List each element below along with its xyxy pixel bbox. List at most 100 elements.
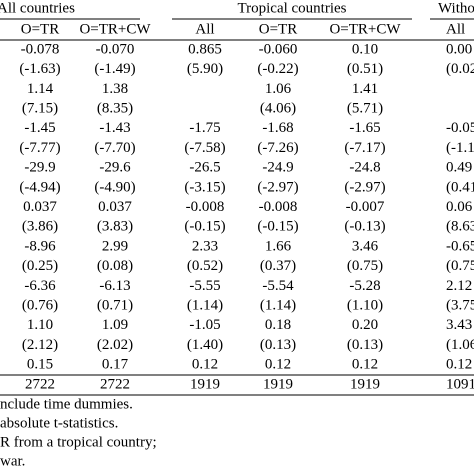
cell: 2722	[100, 376, 130, 392]
cell: 1.09	[102, 317, 128, 333]
cell: (0.75)	[347, 258, 383, 274]
cell: 1.66	[265, 238, 292, 254]
cell: (-7.17)	[344, 140, 385, 156]
footnote: absolute t-statistics.	[0, 415, 118, 431]
cell: 0.037	[23, 199, 57, 215]
cell: (-0.13)	[344, 219, 385, 235]
cell: (-0.22)	[257, 61, 298, 77]
cell: (3.86)	[22, 219, 58, 235]
cell: 0.10	[352, 41, 378, 57]
cell: 3.46	[352, 238, 379, 254]
cell: -0.008	[259, 199, 298, 215]
cell: (0.08)	[97, 258, 133, 274]
cell: (0.51)	[347, 61, 383, 77]
cell: 0.20	[352, 317, 378, 333]
cell: 1919	[263, 376, 293, 392]
cell: -0.070	[96, 41, 135, 57]
cell: (0.13)	[347, 337, 383, 353]
cell: (3.75	[446, 298, 474, 314]
cell: (8.63	[446, 219, 474, 235]
cell: -24.9	[262, 160, 293, 176]
cell: 0.00	[446, 41, 472, 57]
cell: 1.06	[265, 81, 292, 97]
cell: -1.05	[189, 317, 220, 333]
cell: (1.10)	[347, 298, 383, 314]
cell: (0.76)	[22, 298, 58, 314]
cell: (-1.63)	[19, 61, 60, 77]
cell: (2.02)	[97, 337, 133, 353]
cell: (4.06)	[260, 101, 296, 117]
cell: (0.13)	[260, 337, 296, 353]
footnote: war.	[0, 453, 25, 469]
cell: 2722	[25, 376, 55, 392]
cell: (-7.26)	[257, 140, 298, 156]
cell: -0.078	[21, 41, 60, 57]
cell: (0.25)	[22, 258, 58, 274]
cell: 1.38	[102, 81, 128, 97]
cell: (-2.97)	[257, 179, 298, 195]
cell: (0.41	[446, 179, 474, 195]
cell: -1.45	[24, 120, 55, 136]
cell: -5.54	[262, 278, 294, 294]
cell: (-4.90)	[94, 179, 135, 195]
cell: (1.40)	[187, 337, 223, 353]
column-header: O=TR	[259, 21, 297, 37]
cell: -0.65	[446, 238, 474, 254]
cell: (-7.58)	[184, 140, 225, 156]
cell: (-2.97)	[344, 179, 385, 195]
group-header: Tropical countries	[237, 0, 346, 16]
cell: -0.007	[346, 199, 385, 215]
cell: 2.99	[102, 238, 128, 254]
cell: 0.12	[265, 357, 291, 373]
cell: 1919	[190, 376, 220, 392]
cell: (-3.15)	[184, 179, 225, 195]
cell: (0.02	[446, 61, 474, 77]
cell: 2.12	[446, 278, 472, 294]
cell: 0.18	[265, 317, 291, 333]
cell: (-0.15)	[184, 219, 225, 235]
cell: -0.05	[446, 120, 474, 136]
cell: (5.71)	[347, 101, 383, 117]
cell: -6.36	[24, 278, 56, 294]
cell: (-1.19	[446, 140, 474, 156]
cell: (0.52)	[187, 258, 223, 274]
cell: (-7.77)	[19, 140, 60, 156]
cell: 0.12	[192, 357, 218, 373]
cell: 1.10	[27, 317, 53, 333]
cell: (0.37)	[260, 258, 296, 274]
cell: (1.06	[446, 337, 474, 353]
cell: -0.060	[259, 41, 298, 57]
cell: (-7.70)	[94, 140, 135, 156]
cell: -1.68	[262, 120, 293, 136]
cell: -1.43	[99, 120, 130, 136]
cell: -5.55	[189, 278, 220, 294]
cell: (0.75	[446, 258, 474, 274]
cell: -24.8	[349, 160, 380, 176]
cell: -6.13	[99, 278, 130, 294]
cell: -8.96	[24, 238, 56, 254]
footnote: nclude time dummies.	[0, 396, 133, 412]
cell: 2.33	[192, 238, 218, 254]
cell: 0.12	[352, 357, 378, 373]
cell: -29.6	[99, 160, 131, 176]
cell: 1.41	[352, 81, 378, 97]
cell: (1.14)	[260, 298, 296, 314]
cell: 0.17	[102, 357, 129, 373]
column-header: O=TR+CW	[329, 21, 401, 37]
cell: -29.9	[24, 160, 55, 176]
footnote: R from a tropical country;	[0, 434, 157, 450]
cell: 1091	[446, 376, 474, 392]
cell: 0.49	[446, 160, 472, 176]
cell: 0.037	[98, 199, 132, 215]
column-header: All	[195, 21, 214, 37]
cell: 0.865	[188, 41, 222, 57]
cell: (7.15)	[22, 101, 58, 117]
cell: 1919	[350, 376, 380, 392]
column-header: All	[446, 21, 465, 37]
cell: 0.06	[446, 199, 473, 215]
cell: (2.12)	[22, 337, 58, 353]
cell: 0.12	[446, 357, 472, 373]
group-header: Witho	[438, 0, 474, 16]
cell: 0.15	[27, 357, 53, 373]
